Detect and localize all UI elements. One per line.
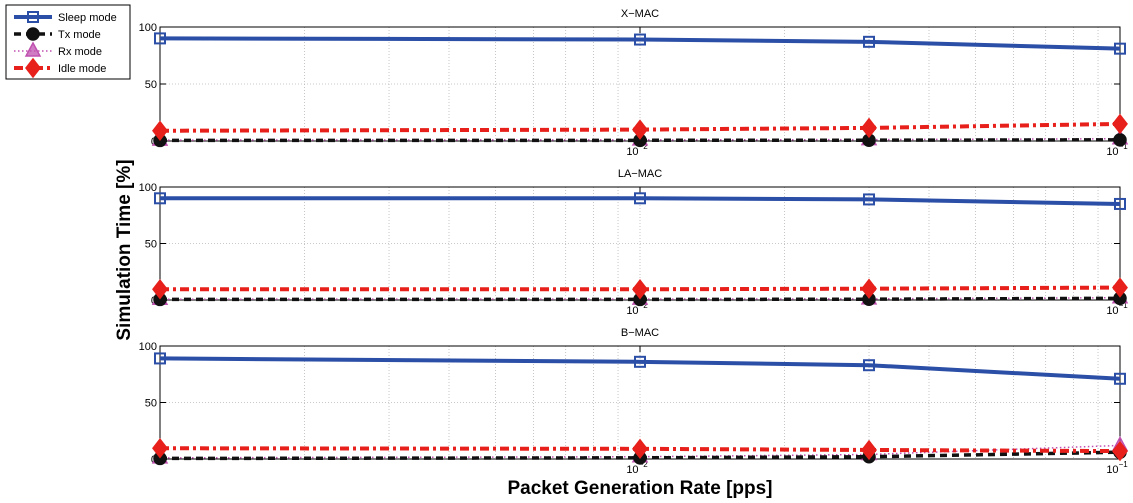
panels: 05010010−210−1X−MAC05010010−210−1LA−MAC0… [139,8,1129,476]
panel-1: 05010010−210−1X−MAC [139,8,1129,158]
series-tx-mode [153,133,1127,148]
series-line-sleep-mode [160,196,1121,206]
data-point-sleep-mode [863,193,876,206]
series-line-sleep-mode [159,356,1121,381]
data-point-idle-mode [152,279,168,300]
series-line-tx-mode [159,450,1121,461]
panel-title: LA−MAC [618,168,662,180]
legend-entry-sleep-mode: Sleep mode [14,11,117,24]
data-point-sleep-mode [634,192,646,205]
y-tick-label: 50 [145,79,157,91]
panel-3: 05010010−210−1B−MAC [139,327,1129,476]
panel-title: X−MAC [621,8,659,20]
data-point-idle-mode [632,438,648,460]
data-point-sleep-mode [863,359,876,372]
y-axis-label: Simulation Time [%] [114,159,135,340]
series-line-idle-mode [159,121,1121,133]
data-point-idle-mode [632,119,648,140]
x-tick-label: 10−1 [1106,301,1128,317]
series-line-idle-mode [160,285,1121,292]
y-tick-label: 50 [145,239,157,251]
series-line-tx-mode [159,138,1121,143]
legend-label: Sleep mode [58,12,117,24]
data-point-sleep-mode [154,192,166,205]
data-point-sleep-mode [634,355,646,368]
data-point-idle-mode [861,117,877,139]
data-point-sleep-mode [154,32,166,45]
data-point-sleep-mode [1114,42,1126,55]
data-point-idle-mode [861,439,877,461]
legend-entry-tx-mode: Tx mode [14,27,101,41]
series-sleep-mode [154,32,1126,55]
data-point-idle-mode [152,120,168,141]
x-tick-label: 10−1 [1106,142,1128,158]
data-point-idle-mode [1112,113,1128,135]
series-idle-mode [152,438,1128,462]
legend-marker [27,11,39,23]
x-tick-label: 10−1 [1106,460,1128,476]
data-point-sleep-mode [634,33,646,46]
legend-label: Idle mode [58,63,106,75]
data-point-idle-mode [1112,440,1128,462]
panel-title: B−MAC [621,327,659,339]
x-tick-label: 10−2 [626,460,648,476]
data-point-tx-mode [1113,133,1127,147]
grid [160,187,1120,300]
x-tick-label: 10−2 [626,301,648,317]
legend: Sleep mode Tx mode Rx mode Idle mode [5,4,131,80]
legend-marker [24,41,42,57]
data-point-idle-mode [632,279,648,300]
series-idle-mode [152,113,1128,141]
series-line-idle-mode [159,446,1121,454]
legend-entry-idle-mode: Idle mode [14,57,106,79]
x-axis-label: Packet Generation Rate [pps] [507,478,772,499]
data-point-sleep-mode [863,35,876,48]
y-tick-label: 100 [139,182,157,194]
legend-label: Rx mode [58,46,102,58]
legend-entry-rx-mode: Rx mode [14,41,102,58]
y-tick-label: 100 [139,22,157,34]
data-point-sleep-mode [1114,372,1126,385]
series-line-tx-mode [160,296,1121,302]
data-point-sleep-mode [1114,197,1126,210]
data-point-idle-mode [861,278,877,299]
data-point-sleep-mode [154,352,166,365]
legend-marker [26,27,40,41]
series-line-sleep-mode [159,36,1121,51]
panel-2: 05010010−210−1LA−MAC [139,168,1129,317]
series-sleep-mode [154,352,1126,385]
legend-marker [25,57,41,79]
series-sleep-mode [154,192,1126,210]
legend-label: Tx mode [58,29,101,41]
y-tick-label: 100 [139,341,157,353]
data-point-idle-mode [1112,277,1128,298]
data-point-idle-mode [152,438,168,459]
series-idle-mode [152,277,1128,300]
x-tick-label: 10−2 [626,142,648,158]
y-tick-label: 50 [145,398,157,410]
